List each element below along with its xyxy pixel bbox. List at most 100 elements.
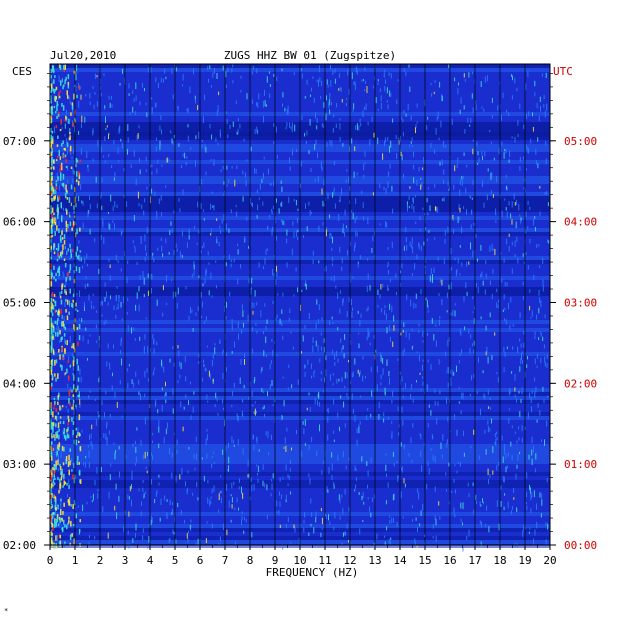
noise-streak [375,349,377,353]
noise-streak [379,223,381,226]
low-freq-energy [56,105,58,112]
low-freq-energy [73,538,76,545]
noise-streak [176,248,178,252]
noise-streak [291,122,293,127]
low-freq-energy [66,142,69,148]
noise-streak [139,169,141,175]
noise-streak [96,310,98,313]
noise-streak [334,512,336,519]
noise-streak [389,336,391,342]
low-freq-energy [63,84,65,87]
low-freq-energy [63,324,65,329]
noise-streak [73,263,75,268]
noise-streak [168,538,170,544]
noise-streak [238,507,239,511]
low-freq-energy [75,439,78,446]
low-freq-energy [58,446,60,451]
noise-streak [277,293,279,296]
noise-streak [339,118,341,121]
noise-streak [204,143,206,150]
noise-streak [475,100,477,104]
low-freq-energy [65,277,67,282]
noise-streak [386,100,388,103]
noise-streak [337,358,339,363]
noise-streak [380,95,382,102]
noise-streak [362,79,364,82]
noise-streak [109,275,111,281]
noise-streak [346,225,347,228]
noise-streak [302,421,304,425]
low-freq-energy [79,250,82,253]
noise-streak [87,283,89,287]
noise-streak [266,514,268,520]
noise-streak [98,335,100,341]
low-freq-energy [74,404,77,408]
noise-streak [171,511,173,515]
low-freq-energy [51,147,54,150]
noise-streak [456,365,457,372]
noise-streak [80,147,82,155]
noise-streak [172,388,174,396]
noise-streak [425,269,426,275]
noise-streak [304,132,306,137]
low-freq-energy [68,137,71,141]
noise-streak [317,345,319,352]
noise-streak [213,451,215,454]
noise-streak [420,450,422,458]
noise-streak [172,408,174,414]
noise-streak [267,391,268,397]
noise-streak [380,352,382,358]
noise-streak [530,316,532,319]
left-tick-label: 02:00 [3,539,36,552]
noise-streak [351,210,353,213]
x-tick-label: 19 [518,554,531,567]
noise-streak [94,92,96,95]
low-freq-energy [57,477,59,481]
low-freq-energy [50,83,53,88]
noise-streak [285,524,287,529]
noise-streak [350,339,352,345]
noise-streak [344,209,346,216]
noise-streak [346,98,348,101]
noise-streak [329,109,331,115]
low-freq-energy [73,477,76,484]
x-tick-label: 9 [272,554,279,567]
noise-streak [356,123,358,131]
noise-streak [114,201,116,208]
noise-streak [304,419,306,426]
noise-streak [165,428,167,435]
noise-streak [480,81,482,87]
low-freq-energy [50,181,52,186]
low-freq-energy [53,105,56,109]
noise-streak [526,364,528,368]
noise-streak [459,216,461,221]
noise-streak [120,301,122,308]
chart-title: ZUGS HHZ BW 01 (Zugspitze) [224,49,396,62]
noise-streak [358,372,360,377]
noise-streak [480,504,482,507]
noise-streak [326,486,328,493]
noise-streak [133,327,135,332]
noise-streak [405,226,407,233]
noise-streak [241,304,243,310]
noise-streak [113,139,115,145]
noise-streak [206,521,208,524]
noise-streak [411,237,413,245]
noise-streak [316,117,318,124]
noise-streak [50,508,52,512]
noise-streak [201,245,203,249]
noise-streak [437,401,439,406]
noise-streak [177,380,179,384]
noise-streak [63,283,65,287]
noise-streak [208,78,209,83]
noise-streak [286,229,288,236]
low-freq-energy [50,69,52,73]
noise-streak [405,71,407,77]
noise-streak [112,206,114,212]
low-freq-energy [60,498,62,502]
noise-streak [423,443,425,446]
noise-streak [208,290,210,296]
noise-streak [518,390,520,394]
noise-streak [446,489,447,492]
noise-streak [536,365,538,368]
